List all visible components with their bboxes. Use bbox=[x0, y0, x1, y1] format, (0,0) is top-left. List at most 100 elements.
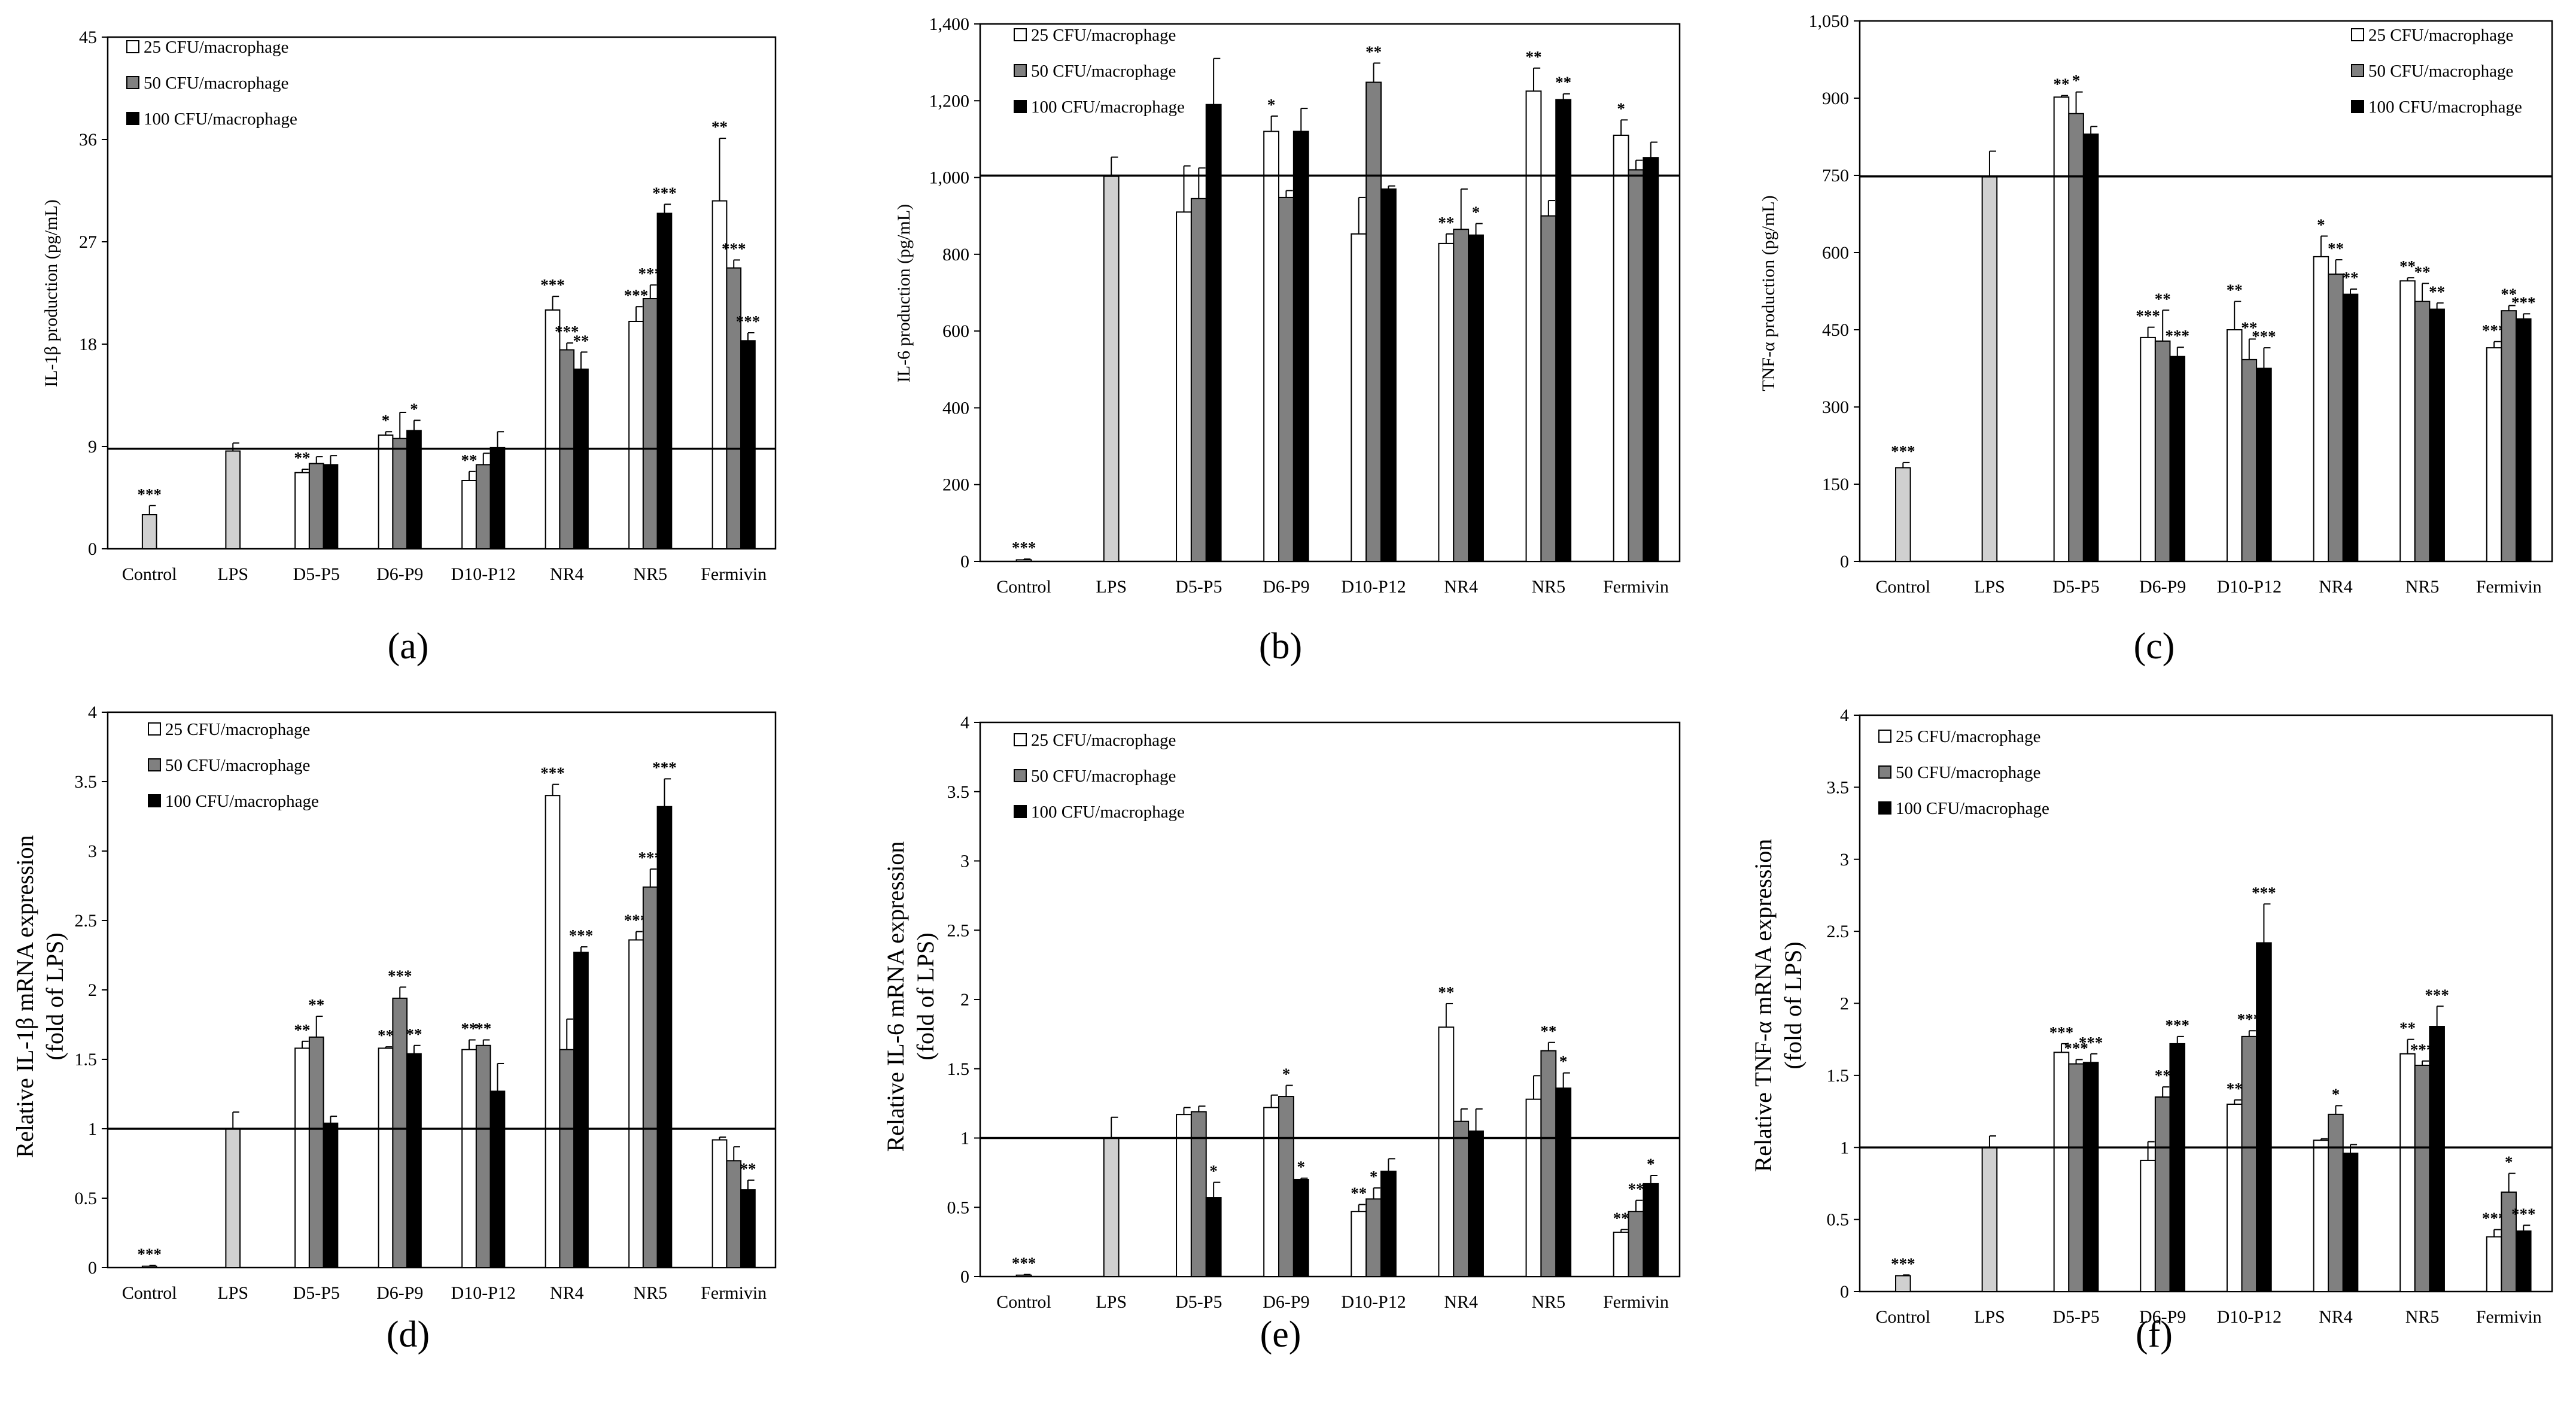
bar bbox=[2068, 113, 2084, 563]
x-tick-label: NR5 bbox=[1531, 1292, 1565, 1312]
significance-label: * bbox=[1472, 203, 1480, 221]
bar bbox=[1190, 198, 1207, 563]
y-tick-label: 36 bbox=[79, 130, 97, 150]
y-tick-label: 900 bbox=[1822, 89, 1849, 108]
x-tick-label: Control bbox=[1875, 577, 1930, 597]
bar-single bbox=[225, 1128, 241, 1268]
bar bbox=[1468, 234, 1484, 562]
significance-label: * bbox=[2072, 72, 2081, 90]
significance-label: ** bbox=[2328, 239, 2344, 257]
y-tick-label: 1,400 bbox=[929, 14, 970, 34]
bar bbox=[1438, 242, 1455, 562]
significance-label: ** bbox=[294, 449, 311, 467]
bar bbox=[1540, 1050, 1557, 1278]
bar bbox=[628, 321, 644, 549]
legend-swatch bbox=[1014, 733, 1027, 746]
bar bbox=[2429, 308, 2445, 562]
legend-swatch bbox=[1014, 28, 1027, 41]
y-tick-label: 150 bbox=[1822, 475, 1849, 494]
legend-entry: 25 CFU/macrophage bbox=[1896, 727, 2040, 746]
y-tick-label: 1,050 bbox=[1809, 11, 1850, 31]
bar bbox=[489, 1090, 506, 1268]
x-tick-label: NR5 bbox=[2405, 1307, 2440, 1327]
bar bbox=[2414, 300, 2431, 562]
y-axis-label: Relative IL-6 mRNA expression bbox=[882, 841, 909, 1152]
bar bbox=[559, 1049, 575, 1268]
bar bbox=[1643, 1183, 1659, 1278]
x-tick-label: D5-P5 bbox=[1175, 1292, 1222, 1312]
y-tick-label: 4 bbox=[960, 713, 969, 733]
bar-single bbox=[1981, 1147, 1998, 1292]
significance-label: ** bbox=[2227, 1080, 2243, 1098]
y-tick-label: 3 bbox=[1840, 850, 1849, 870]
significance-label: *** bbox=[1012, 539, 1036, 557]
significance-label: *** bbox=[138, 1245, 162, 1263]
bar bbox=[2501, 310, 2517, 562]
chart-panel-a: 0 9 18 27 36 45 IL-1β production (pg/mL) Contro… bbox=[41, 28, 777, 667]
y-tick-label: 1 bbox=[1840, 1138, 1849, 1157]
bar bbox=[1540, 215, 1557, 562]
bar bbox=[2068, 1063, 2084, 1292]
bar bbox=[573, 368, 589, 549]
x-tick-label: Fermivin bbox=[701, 564, 767, 584]
y-axis-label: Relative TNF-α mRNA expression bbox=[1750, 839, 1777, 1172]
significance-label: * bbox=[1282, 1065, 1291, 1083]
bar bbox=[1351, 1211, 1367, 1277]
bar-single bbox=[1015, 559, 1032, 562]
bar-single bbox=[1981, 176, 1998, 562]
significance-label: ** bbox=[2155, 290, 2171, 308]
x-tick-label: D5-P5 bbox=[293, 564, 340, 584]
x-tick-label: D10-P12 bbox=[451, 564, 516, 584]
bar-single bbox=[1103, 1137, 1120, 1277]
bar bbox=[2169, 1043, 2186, 1293]
y-tick-label: 1 bbox=[960, 1129, 969, 1148]
bar bbox=[1176, 211, 1192, 562]
legend-entry: 25 CFU/macrophage bbox=[2368, 26, 2513, 45]
legend-swatch bbox=[126, 76, 139, 89]
bar bbox=[1205, 1197, 1222, 1278]
y-tick-label: 1,200 bbox=[929, 91, 970, 111]
x-tick-label: NR4 bbox=[1444, 1292, 1478, 1312]
y-tick-label: 0 bbox=[1840, 552, 1849, 572]
significance-label: ** bbox=[1540, 1022, 1556, 1040]
significance-label: *** bbox=[2166, 327, 2190, 345]
bar bbox=[1263, 1107, 1280, 1277]
significance-label: *** bbox=[2136, 307, 2160, 325]
bar bbox=[2486, 1236, 2502, 1292]
legend-swatch bbox=[1014, 100, 1027, 113]
significance-label: * bbox=[1297, 1158, 1306, 1176]
bar bbox=[1292, 130, 1309, 563]
bar bbox=[475, 464, 491, 550]
significance-label: ** bbox=[475, 1020, 491, 1038]
significance-label: ** bbox=[1351, 1184, 1367, 1202]
significance-label: ** bbox=[573, 332, 589, 350]
y-axis-label: (fold of LPS) bbox=[912, 932, 939, 1060]
significance-label: * bbox=[1647, 1155, 1655, 1173]
significance-label: *** bbox=[555, 323, 579, 341]
bar bbox=[489, 446, 506, 550]
x-tick-label: LPS bbox=[1974, 1307, 2005, 1327]
bar bbox=[406, 1053, 422, 1268]
x-tick-label: Control bbox=[996, 1292, 1051, 1312]
significance-label: *** bbox=[138, 485, 162, 503]
y-tick-label: 2 bbox=[1840, 994, 1849, 1014]
y-tick-label: 0 bbox=[960, 552, 969, 572]
y-tick-label: 750 bbox=[1822, 166, 1849, 186]
bar bbox=[461, 480, 477, 549]
bar bbox=[642, 298, 658, 549]
bar bbox=[628, 939, 644, 1268]
x-tick-label: LPS bbox=[217, 1283, 248, 1303]
bar bbox=[2328, 274, 2344, 562]
plot-frame bbox=[107, 36, 777, 550]
panel-label: (b) bbox=[1259, 626, 1302, 667]
legend-swatch bbox=[1878, 765, 1891, 779]
bar bbox=[378, 1047, 394, 1268]
x-tick-label: Fermivin bbox=[2476, 577, 2542, 597]
significance-label: ** bbox=[2053, 75, 2069, 93]
panel-label: (e) bbox=[1260, 1314, 1301, 1355]
significance-label: *** bbox=[1891, 1254, 1915, 1272]
bar bbox=[1205, 104, 1222, 562]
y-tick-label: 2 bbox=[88, 980, 97, 1000]
x-tick-label: D6-P9 bbox=[2139, 577, 2186, 597]
y-tick-label: 18 bbox=[79, 335, 97, 354]
